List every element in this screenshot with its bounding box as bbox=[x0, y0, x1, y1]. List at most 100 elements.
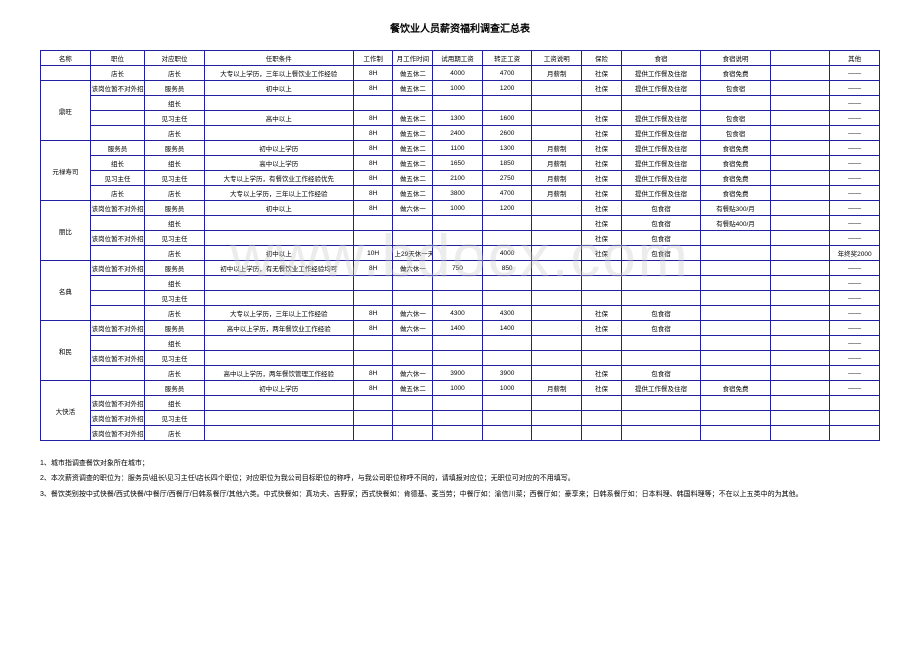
cell-req: 高中以上学历 bbox=[204, 156, 353, 171]
cell-board bbox=[621, 351, 700, 366]
cell-trial-wage: 1650 bbox=[433, 156, 483, 171]
cell-gap bbox=[770, 216, 830, 231]
cell-position: 组长 bbox=[90, 156, 145, 171]
cell-insurance bbox=[582, 411, 622, 426]
cell-corr-pos: 店长 bbox=[145, 186, 205, 201]
cell-trial-wage bbox=[433, 396, 483, 411]
cell-board-desc: 食宿免费 bbox=[701, 66, 771, 81]
header-row: 名称 职位 对应职位 任职条件 工作制 月工作时间 试用期工资 转正工资 工资说… bbox=[41, 51, 880, 66]
cell-req: 初中以上学历，有无餐饮业工作经验均可 bbox=[204, 261, 353, 276]
cell-insurance bbox=[582, 396, 622, 411]
page-title: 餐饮业人员薪资福利调查汇总表 bbox=[40, 20, 880, 35]
cell-board-desc bbox=[701, 291, 771, 306]
cell-full-wage bbox=[482, 396, 532, 411]
cell-wage-desc bbox=[532, 261, 582, 276]
cell-month-time bbox=[393, 351, 433, 366]
cell-position bbox=[90, 246, 145, 261]
h-board-desc: 食宿说明 bbox=[701, 51, 771, 66]
cell-board-desc: 包食宿 bbox=[701, 126, 771, 141]
cell-work-sys: 8H bbox=[353, 81, 393, 96]
cell-full-wage: 3900 bbox=[482, 366, 532, 381]
cell-month-time: 做六休一 bbox=[393, 261, 433, 276]
cell-other: —— bbox=[830, 261, 880, 276]
cell-req: 大专以上学历，有餐饮业工作经验优先 bbox=[204, 171, 353, 186]
cell-insurance: 社保 bbox=[582, 381, 622, 396]
cell-wage-desc bbox=[532, 231, 582, 246]
cell-corr-pos: 店长 bbox=[145, 66, 205, 81]
cell-gap bbox=[770, 231, 830, 246]
cell-wage-desc: 月薪制 bbox=[532, 66, 582, 81]
h-board: 食宿 bbox=[621, 51, 700, 66]
cell-full-wage: 1400 bbox=[482, 321, 532, 336]
cell-board-desc bbox=[701, 366, 771, 381]
salary-table: 名称 职位 对应职位 任职条件 工作制 月工作时间 试用期工资 转正工资 工资说… bbox=[40, 50, 880, 441]
cell-board bbox=[621, 96, 700, 111]
table-row: 店长店长大专以上学历，三年以上工作经验8H做五休二38004700月薪制社保提供… bbox=[41, 186, 880, 201]
cell-company: 元禄寿司 bbox=[41, 141, 91, 201]
cell-board-desc: 食宿免费 bbox=[701, 381, 771, 396]
cell-month-time bbox=[393, 231, 433, 246]
cell-insurance bbox=[582, 96, 622, 111]
cell-board: 提供工作餐及住宿 bbox=[621, 66, 700, 81]
table-row: 店长高中以上学历，两年餐饮管理工作经验8H做六休一39003900社保包食宿—— bbox=[41, 366, 880, 381]
cell-work-sys: 8H bbox=[353, 381, 393, 396]
cell-corr-pos: 服务员 bbox=[145, 141, 205, 156]
cell-trial-wage: 1000 bbox=[433, 201, 483, 216]
cell-position: 服务员 bbox=[90, 141, 145, 156]
cell-full-wage: 2750 bbox=[482, 171, 532, 186]
cell-board-desc: 有餐贴300/月 bbox=[701, 201, 771, 216]
cell-work-sys: 8H bbox=[353, 186, 393, 201]
h-work-sys: 工作制 bbox=[353, 51, 393, 66]
table-row: 组长—— bbox=[41, 336, 880, 351]
cell-full-wage bbox=[482, 231, 532, 246]
cell-corr-pos: 服务员 bbox=[145, 81, 205, 96]
h-other: 其他 bbox=[830, 51, 880, 66]
cell-board-desc: 包食宿 bbox=[701, 81, 771, 96]
cell-work-sys bbox=[353, 336, 393, 351]
cell-req: 高中以上 bbox=[204, 111, 353, 126]
cell-board bbox=[621, 291, 700, 306]
cell-other: —— bbox=[830, 291, 880, 306]
cell-other: —— bbox=[830, 381, 880, 396]
table-row: 名典该岗位暂不对外招聘服务员初中以上学历，有无餐饮业工作经验均可8H做六休一75… bbox=[41, 261, 880, 276]
cell-board bbox=[621, 396, 700, 411]
cell-month-time: 做六休一 bbox=[393, 321, 433, 336]
table-row: 丽比该岗位暂不对外招聘服务员初中以上8H做六休一10001200社保包食宿有餐贴… bbox=[41, 201, 880, 216]
cell-board: 提供工作餐及住宿 bbox=[621, 156, 700, 171]
cell-insurance: 社保 bbox=[582, 156, 622, 171]
cell-board bbox=[621, 411, 700, 426]
cell-work-sys: 8H bbox=[353, 126, 393, 141]
cell-req bbox=[204, 276, 353, 291]
cell-req: 初中以上学历 bbox=[204, 381, 353, 396]
cell-wage-desc bbox=[532, 291, 582, 306]
cell-board-desc bbox=[701, 231, 771, 246]
cell-trial-wage: 1300 bbox=[433, 111, 483, 126]
cell-corr-pos: 组长 bbox=[145, 156, 205, 171]
cell-wage-desc bbox=[532, 276, 582, 291]
cell-gap bbox=[770, 186, 830, 201]
cell-gap bbox=[770, 96, 830, 111]
cell-wage-desc bbox=[532, 246, 582, 261]
cell-board-desc bbox=[701, 96, 771, 111]
cell-month-time: 做五休二 bbox=[393, 186, 433, 201]
cell-trial-wage: 3800 bbox=[433, 186, 483, 201]
h-trial-wage: 试用期工资 bbox=[433, 51, 483, 66]
cell-month-time: 做六休一 bbox=[393, 306, 433, 321]
cell-req: 大专以上学历，三年以上餐饮业工作经验 bbox=[204, 66, 353, 81]
cell-wage-desc bbox=[532, 201, 582, 216]
table-row: 元禄寿司服务员服务员初中以上学历8H做五休二11001300月薪制社保提供工作餐… bbox=[41, 141, 880, 156]
table-row: 店长初中以上10H上29天休一天4000社保包食宿年终奖2000 bbox=[41, 246, 880, 261]
cell-trial-wage: 1000 bbox=[433, 81, 483, 96]
cell-req: 初中以上 bbox=[204, 201, 353, 216]
cell-gap bbox=[770, 396, 830, 411]
cell-board: 包食宿 bbox=[621, 366, 700, 381]
cell-position bbox=[90, 111, 145, 126]
cell-other: —— bbox=[830, 66, 880, 81]
notes-section: 1、城市指调查餐饮对象所在城市； 2、本次薪资调查的职位为：服务员\组长\见习主… bbox=[40, 456, 880, 502]
cell-wage-desc bbox=[532, 396, 582, 411]
cell-insurance: 社保 bbox=[582, 81, 622, 96]
cell-insurance bbox=[582, 261, 622, 276]
cell-work-sys bbox=[353, 96, 393, 111]
cell-insurance: 社保 bbox=[582, 246, 622, 261]
note-3: 3、餐饮类别按中式快餐/西式快餐/中餐厅/西餐厅/日韩系餐厅/其他六类。中式快餐… bbox=[40, 487, 880, 502]
